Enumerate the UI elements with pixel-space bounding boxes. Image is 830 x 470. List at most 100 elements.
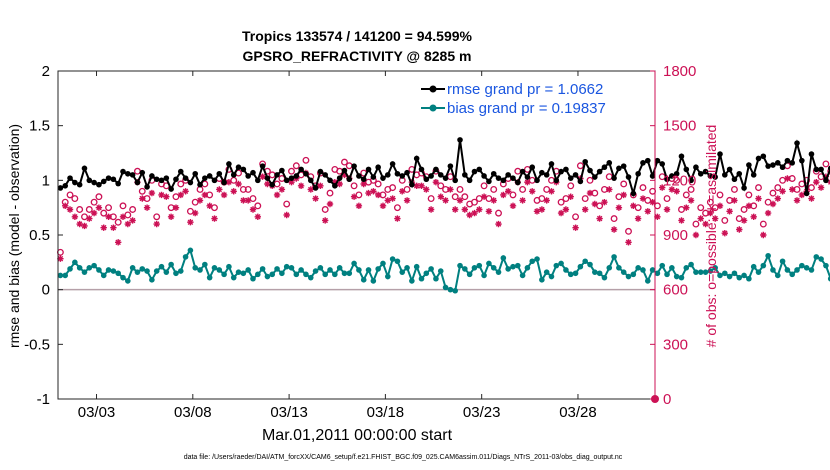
obs-possible-point bbox=[687, 185, 695, 193]
bias-point bbox=[255, 271, 261, 278]
obs-assimilated-point bbox=[485, 208, 493, 215]
bias-point bbox=[283, 263, 290, 270]
rmse-point bbox=[62, 183, 69, 189]
bias-point bbox=[750, 263, 757, 270]
rmse-point bbox=[447, 163, 454, 169]
bias-point bbox=[72, 259, 78, 266]
obs-possible-point bbox=[557, 198, 565, 206]
obs-possible-point bbox=[456, 185, 464, 193]
bias-point bbox=[770, 267, 776, 273]
obs-assimilated-point bbox=[196, 197, 204, 204]
rmse-point bbox=[784, 157, 791, 164]
rmse-point bbox=[827, 165, 830, 172]
bias-point bbox=[177, 268, 184, 274]
rmse-point bbox=[818, 166, 824, 173]
obs-possible-point bbox=[658, 173, 666, 181]
bias-point bbox=[500, 255, 507, 261]
rmse-point bbox=[399, 173, 406, 179]
obs-assimilated-point bbox=[634, 215, 642, 222]
rmse-point bbox=[779, 164, 786, 171]
bias-point bbox=[413, 263, 420, 270]
rmse-point bbox=[125, 170, 131, 177]
obs-possible-point bbox=[673, 176, 681, 184]
rmse-point bbox=[351, 163, 357, 169]
rmse-point bbox=[235, 164, 242, 171]
obs-assimilated-point bbox=[702, 220, 709, 228]
obs-assimilated-point bbox=[495, 220, 502, 228]
obs-assimilated-point bbox=[288, 179, 295, 186]
bias-point bbox=[173, 270, 179, 277]
bias-point bbox=[322, 271, 329, 278]
bias-point bbox=[336, 265, 343, 271]
rmse-point bbox=[717, 151, 723, 157]
obs-assimilated-point bbox=[712, 215, 719, 222]
obs-assimilated-point bbox=[115, 239, 122, 246]
rmse-point bbox=[803, 190, 810, 197]
rmse-point bbox=[255, 177, 261, 184]
rmse-point bbox=[813, 166, 820, 173]
y-axis-left: -1 -0.5 0 0.5 1 1.5 2 bbox=[24, 63, 63, 408]
bias-point bbox=[707, 268, 714, 274]
bias-point bbox=[274, 266, 280, 272]
bias-point bbox=[741, 272, 747, 279]
bias-point bbox=[688, 261, 694, 268]
bias-point bbox=[558, 260, 564, 267]
obs-assimilated-point bbox=[697, 215, 704, 222]
bias-point bbox=[332, 271, 338, 278]
obs-assimilated-point bbox=[225, 179, 233, 186]
rmse-point bbox=[163, 175, 170, 181]
bias-point bbox=[110, 268, 117, 274]
bias-point bbox=[351, 260, 357, 267]
rmse-point bbox=[158, 177, 165, 184]
obs-possible-point bbox=[350, 182, 358, 190]
rmse-point bbox=[307, 177, 314, 184]
bias-point bbox=[640, 267, 646, 273]
obs-possible-point bbox=[76, 206, 84, 213]
obs-possible-point bbox=[620, 180, 628, 188]
bias-point bbox=[553, 262, 560, 269]
obs-assimilated-point bbox=[529, 188, 536, 195]
legend-rmse-label: rmse grand pr = 1.0662 bbox=[447, 81, 603, 98]
bias-point bbox=[765, 252, 771, 259]
rmse-point bbox=[688, 177, 694, 184]
bias-point bbox=[76, 265, 83, 271]
obs-assimilated-point bbox=[413, 182, 420, 189]
rmse-point bbox=[572, 172, 579, 178]
rmse-point bbox=[702, 168, 709, 175]
obs-assimilated-point bbox=[480, 193, 488, 200]
obs-assimilated-point bbox=[312, 195, 319, 202]
bias-point bbox=[702, 269, 709, 275]
bias-point bbox=[341, 270, 348, 277]
rmse-point bbox=[264, 175, 271, 181]
obs-possible-point bbox=[389, 184, 397, 192]
obs-assimilated-point bbox=[793, 197, 801, 204]
bias-point bbox=[163, 269, 170, 275]
obs-assimilated-point bbox=[220, 191, 228, 199]
obs-assimilated-point bbox=[620, 191, 627, 199]
bias-point bbox=[452, 287, 458, 294]
rmse-point bbox=[86, 177, 93, 184]
rmse-point bbox=[293, 173, 300, 179]
chart-title: Tropics 133574 / 141200 = 94.599% bbox=[242, 28, 473, 44]
obs-assimilated-point bbox=[813, 179, 820, 186]
bias-point bbox=[563, 267, 569, 273]
obs-assimilated-point bbox=[659, 184, 666, 191]
rmse-point bbox=[327, 177, 333, 184]
y-axis-label: rmse and bias (model - observation) bbox=[6, 124, 22, 348]
rmse-point bbox=[664, 176, 670, 183]
rmse-point bbox=[110, 176, 117, 183]
obs-assimilated-point bbox=[562, 206, 570, 213]
bias-point bbox=[327, 267, 333, 273]
rmse-point bbox=[462, 172, 468, 178]
bias-point bbox=[346, 270, 353, 277]
rmse-point bbox=[500, 177, 507, 184]
obs-possible-point bbox=[716, 191, 724, 199]
rmse-point bbox=[216, 170, 223, 177]
y-tick-label: 1 bbox=[42, 172, 50, 189]
rmse-point bbox=[471, 168, 478, 175]
obs-assimilated-point bbox=[110, 224, 117, 231]
rmse-point bbox=[182, 175, 189, 181]
obs-assimilated-point bbox=[322, 217, 329, 224]
y-tick-label: -1 bbox=[37, 391, 50, 408]
bias-point bbox=[202, 261, 208, 268]
